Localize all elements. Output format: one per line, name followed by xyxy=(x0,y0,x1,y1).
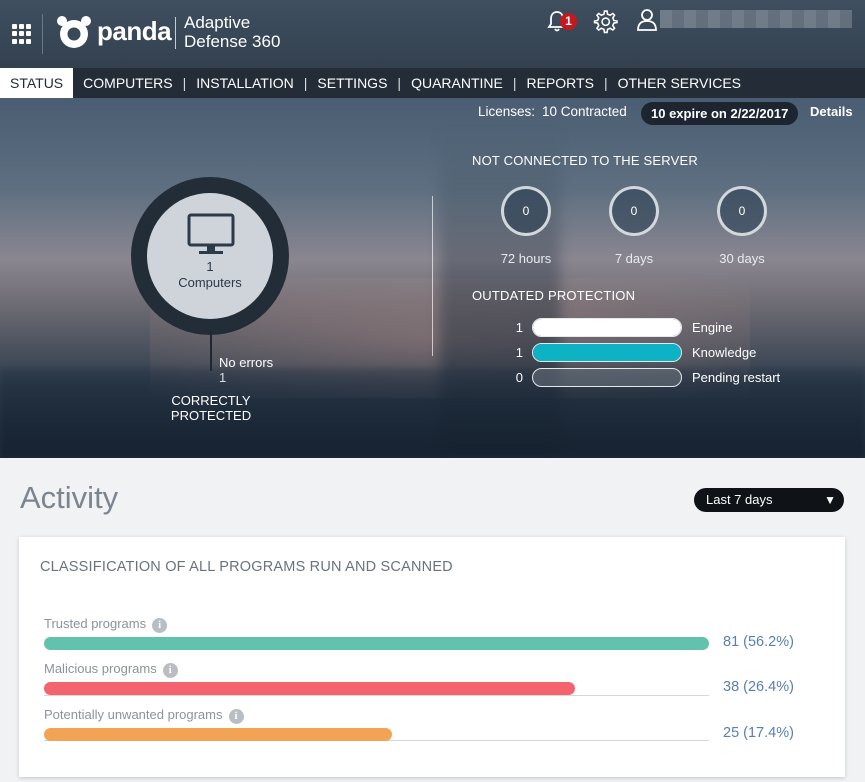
licenses-contracted: 10 Contracted xyxy=(542,104,627,119)
program-label-pup: Potentially unwanted programs i xyxy=(44,707,244,724)
date-range-select[interactable]: Last 7 days ▼ xyxy=(694,488,844,512)
info-icon[interactable]: i xyxy=(228,709,244,724)
program-value-malicious: 38 (26.4%) xyxy=(723,679,794,695)
tab-reports[interactable]: REPORTS xyxy=(526,75,594,91)
outdated-engine-bar[interactable] xyxy=(532,318,682,337)
computers-count: 1 xyxy=(206,259,214,274)
licenses-expire-badge[interactable]: 10 expire on 2/22/2017 xyxy=(641,102,799,125)
tab-installation[interactable]: INSTALLATION xyxy=(196,75,294,91)
activity-title: Activity xyxy=(20,480,119,515)
program-label-text: Trusted programs xyxy=(44,616,147,631)
outdated-pending-restart-label: Pending restart xyxy=(692,370,781,385)
user-icon[interactable] xyxy=(637,9,657,31)
donut-leader-line xyxy=(210,331,212,371)
programs-classification-panel: CLASSIFICATION OF ALL PROGRAMS RUN AND S… xyxy=(19,537,845,777)
computers-donut-chart[interactable]: 1 Computers xyxy=(131,177,289,335)
donut-center: 1 Computers xyxy=(147,193,273,319)
program-bar-trusted[interactable] xyxy=(44,637,709,650)
product-name-line2: Defense 360 xyxy=(184,32,281,51)
licenses-details-link[interactable]: Details xyxy=(810,104,853,119)
logo-divider xyxy=(175,17,176,49)
program-value-pup: 25 (17.4%) xyxy=(723,725,794,741)
info-icon[interactable]: i xyxy=(152,618,168,633)
dropdown-triangle-icon: ▼ xyxy=(824,493,836,507)
outdated-bar-fill xyxy=(533,344,681,361)
not-connected-7d-ring[interactable]: 0 xyxy=(609,186,659,236)
not-connected-title: NOT CONNECTED TO THE SERVER xyxy=(472,153,698,168)
program-track-malicious xyxy=(44,695,709,696)
outdated-engine-label: Engine xyxy=(692,320,733,335)
panel-title: CLASSIFICATION OF ALL PROGRAMS RUN AND S… xyxy=(40,559,453,575)
outdated-bar-fill xyxy=(533,319,681,336)
date-range-value: Last 7 days xyxy=(706,492,773,507)
program-label-text: Potentially unwanted programs xyxy=(44,707,223,722)
monitor-icon xyxy=(187,213,235,254)
app-header: panda Adaptive Defense 360 1 xyxy=(0,0,865,68)
product-name-line1: Adaptive xyxy=(184,13,251,32)
program-bar-pup[interactable] xyxy=(44,728,392,741)
nav-separator: | xyxy=(397,75,402,91)
nav-separator: | xyxy=(512,75,517,91)
outdated-title: OUTDATED PROTECTION xyxy=(472,288,636,303)
no-errors-label[interactable]: No errors xyxy=(219,355,274,370)
panda-logo-icon xyxy=(57,16,91,48)
program-label-malicious: Malicious programs i xyxy=(44,661,178,678)
computers-label: Computers xyxy=(178,275,242,290)
nav-separator: | xyxy=(303,75,308,91)
not-connected-30d-label: 30 days xyxy=(719,251,765,266)
outdated-knowledge-bar[interactable] xyxy=(532,343,682,362)
not-connected-72h-label: 72 hours xyxy=(500,251,552,266)
apps-grid-icon[interactable] xyxy=(12,24,32,44)
program-label-trusted: Trusted programs i xyxy=(44,616,168,633)
nav-separator: | xyxy=(182,75,187,91)
hero-divider xyxy=(432,196,433,356)
tab-computers[interactable]: COMPUTERS xyxy=(83,75,173,91)
not-connected-7d-label: 7 days xyxy=(614,251,654,266)
outdated-pending-restart-bar[interactable] xyxy=(532,368,682,387)
header-divider xyxy=(42,14,43,54)
main-nav: STATUS COMPUTERS | INSTALLATION | SETTIN… xyxy=(0,68,865,98)
program-bar-malicious[interactable] xyxy=(44,682,575,695)
gear-icon[interactable] xyxy=(593,9,618,34)
user-name-redacted[interactable] xyxy=(660,10,852,28)
outdated-knowledge-count: 1 xyxy=(515,345,523,360)
program-value-trusted: 81 (56.2%) xyxy=(723,634,794,650)
protection-status-label: CORRECTLY PROTECTED xyxy=(170,393,252,423)
not-connected-30d-ring[interactable]: 0 xyxy=(717,186,767,236)
licenses-label: Licenses: xyxy=(478,104,536,119)
logo-text: panda xyxy=(97,16,172,46)
status-hero: Licenses: 10 Contracted 10 expire on 2/2… xyxy=(0,98,865,458)
program-label-text: Malicious programs xyxy=(44,661,157,676)
nav-separator: | xyxy=(603,75,608,91)
no-errors-count: 1 xyxy=(219,370,227,385)
outdated-knowledge-label: Knowledge xyxy=(692,345,757,360)
tab-other-services[interactable]: OTHER SERVICES xyxy=(617,75,742,91)
tab-quarantine[interactable]: QUARANTINE xyxy=(411,75,503,91)
product-name: Adaptive Defense 360 xyxy=(184,13,280,51)
tab-status[interactable]: STATUS xyxy=(0,68,74,98)
info-icon[interactable]: i xyxy=(162,663,178,678)
not-connected-72h-ring[interactable]: 0 xyxy=(501,186,551,236)
outdated-pending-restart-count: 0 xyxy=(515,370,523,385)
outdated-engine-count: 1 xyxy=(515,320,523,335)
tab-settings[interactable]: SETTINGS xyxy=(317,75,388,91)
bell-icon[interactable] xyxy=(545,9,569,33)
notification-badge[interactable]: 1 xyxy=(560,13,577,30)
hero-background-city xyxy=(0,368,865,458)
